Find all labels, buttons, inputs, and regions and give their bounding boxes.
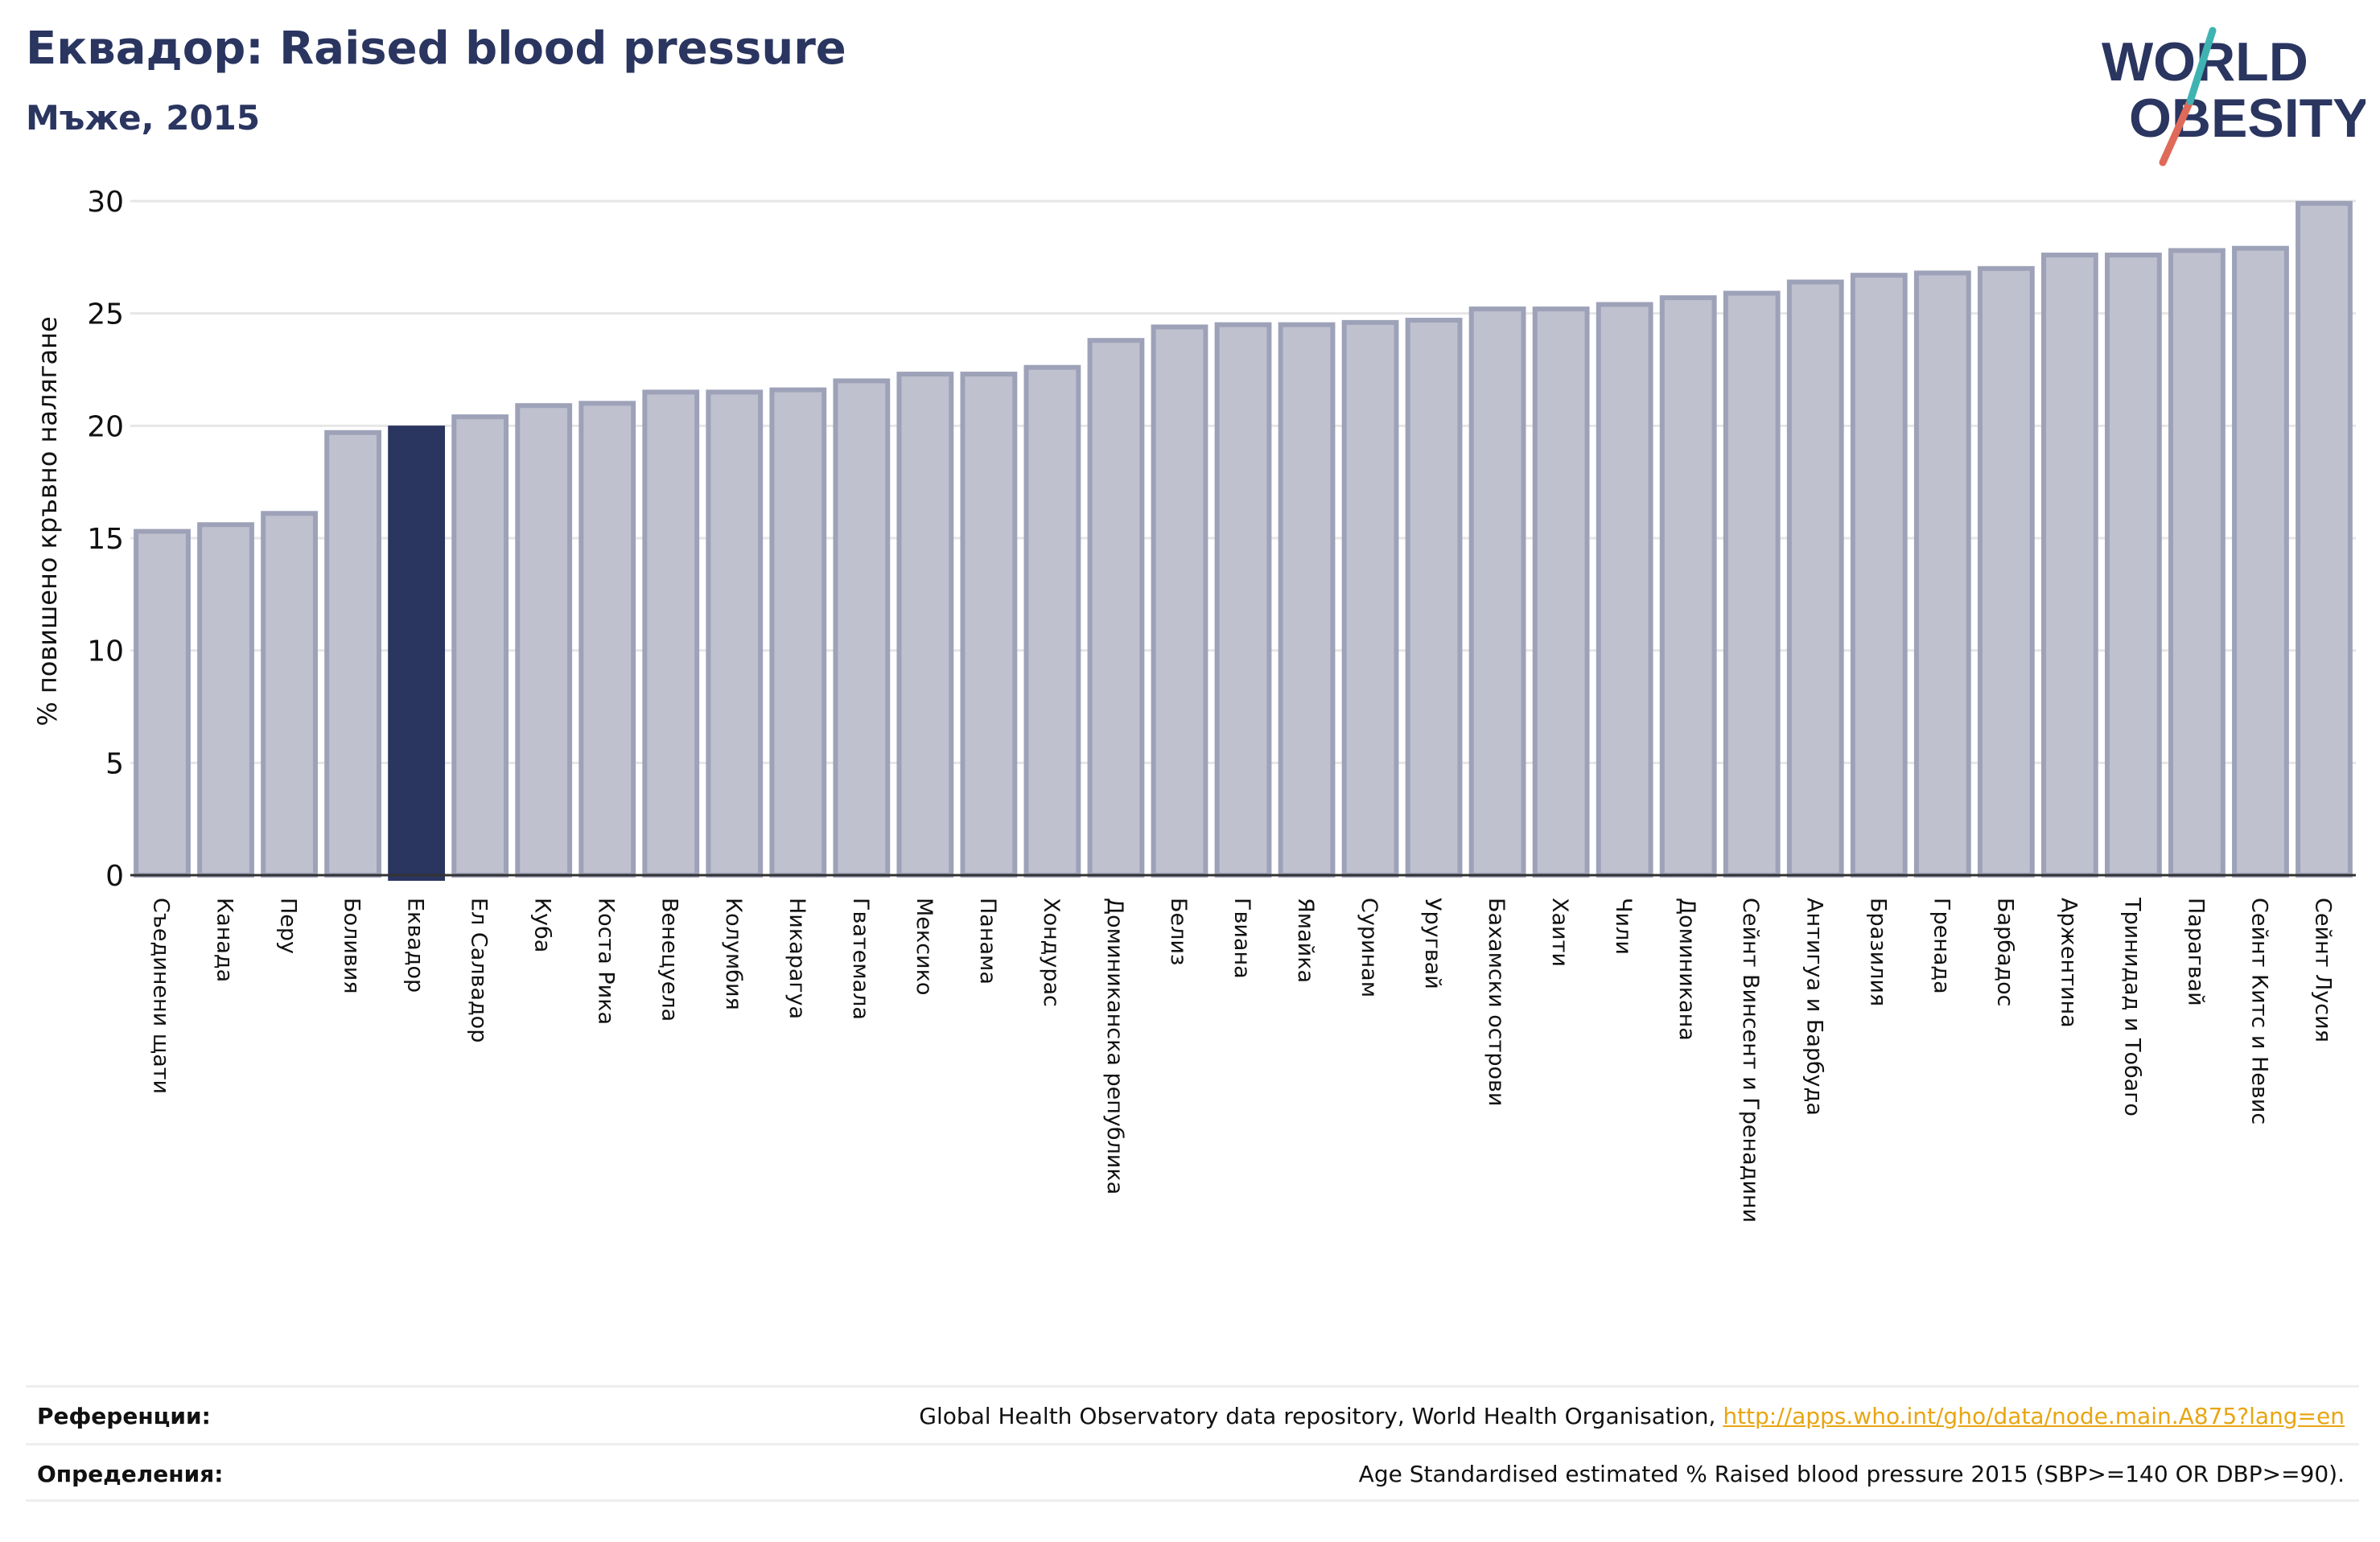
bar — [261, 511, 318, 878]
bar — [1913, 270, 1971, 878]
y-tick-label: 25 — [87, 298, 124, 331]
y-tick-label: 15 — [87, 523, 124, 556]
y-tick-label: 30 — [87, 186, 124, 219]
y-axis-label: % повишено кръвно налягане — [32, 316, 63, 726]
references-label: Референции: — [37, 1402, 211, 1429]
x-category-label: Колумбия — [721, 898, 746, 1010]
y-tick-label: 20 — [87, 410, 124, 443]
logo-slash-lower — [2159, 97, 2194, 167]
footer-divider — [26, 1499, 2359, 1502]
references-value: Global Health Observatory data repositor… — [919, 1403, 2359, 1429]
x-category-label: Бразилия — [1865, 898, 1890, 1006]
y-tick-label: 0 — [105, 860, 124, 893]
definitions-text: Age Standardised estimated % Raised bloo… — [1358, 1460, 2345, 1487]
bar — [1341, 319, 1399, 878]
x-category-label: Чили — [1611, 898, 1636, 955]
x-category-label: Тринидад и Тобаго — [2119, 897, 2144, 1116]
x-category-label: Куба — [530, 898, 555, 952]
world-obesity-logo: WORLD OBESITY — [2102, 27, 2366, 167]
x-category-label: Ел Салвадор — [467, 898, 492, 1042]
bar — [769, 387, 827, 878]
x-category-label: Сейнт Винсент и Гренадини — [1738, 898, 1763, 1223]
x-category-label: Сейнт Китс и Невис — [2246, 898, 2271, 1125]
chart-subtitle: Мъже, 2015 — [26, 98, 261, 138]
bar — [1278, 322, 1336, 878]
bar — [2232, 245, 2289, 878]
chart-title: Еквадор: Raised blood pressure — [26, 23, 846, 75]
bar — [1468, 306, 1526, 878]
logo-line2: OBESITY — [2129, 88, 2366, 149]
bar — [388, 426, 446, 881]
bar — [706, 389, 764, 878]
x-category-label: Доминикана — [1674, 898, 1699, 1041]
bar — [833, 378, 891, 878]
x-category-label: Венецуела — [657, 898, 682, 1022]
references-link[interactable]: http://apps.who.int/gho/data/node.main.A… — [1723, 1402, 2345, 1429]
logo-slash-upper — [2186, 27, 2217, 105]
bar — [1023, 364, 1081, 878]
x-category-label: Аржентина — [2056, 898, 2081, 1028]
bar — [134, 528, 191, 878]
x-category-label: Доминиканска република — [1102, 898, 1127, 1195]
x-category-label: Мексико — [912, 898, 937, 995]
x-category-label: Белиз — [1166, 898, 1191, 965]
bar — [197, 522, 254, 878]
x-category-label: Еквадор — [403, 898, 428, 993]
bar — [451, 414, 509, 878]
x-category-label: Уругвай — [1420, 898, 1445, 989]
bar — [1151, 324, 1209, 878]
x-category-label: Боливия — [340, 898, 364, 994]
x-category-label: Гренада — [1929, 898, 1954, 994]
bar — [2104, 253, 2162, 878]
references-row: Референции: Global Health Observatory da… — [26, 1385, 2359, 1444]
x-category-label: Хаити — [1547, 898, 1572, 967]
category-labels: Съединени щати Канада Перу Боливия Еквадор Ел… — [149, 897, 2336, 1223]
bar — [579, 401, 636, 878]
x-category-label: Хондурас — [1039, 898, 1064, 1007]
bar — [642, 389, 700, 878]
bar — [2296, 200, 2353, 878]
y-tick-label: 5 — [105, 747, 124, 780]
bar-chart: 0 5 10 15 20 25 30 Съединени щати Канада Перу Бол… — [32, 186, 2356, 1223]
bar — [324, 430, 382, 878]
bar — [1977, 265, 2035, 878]
x-category-label: Канада — [212, 898, 237, 982]
bar — [1405, 318, 1463, 878]
x-category-label: Перу — [276, 898, 301, 954]
bar — [960, 372, 1018, 878]
x-category-label: Антигуа и Барбуда — [1801, 898, 1826, 1116]
bar — [896, 372, 954, 878]
x-category-label: Съединени щати — [149, 898, 174, 1094]
bar — [1850, 273, 1908, 878]
bar — [1214, 322, 1272, 878]
definitions-row: Определения: Age Standardised estimated … — [26, 1443, 2359, 1502]
bar — [1723, 290, 1781, 878]
x-category-label: Барбадос — [1992, 898, 2017, 1006]
x-category-label: Сейнт Лусия — [2310, 898, 2335, 1042]
bar — [1596, 302, 1653, 878]
bar — [1532, 306, 1590, 878]
x-category-label: Гватемала — [848, 898, 873, 1020]
y-tick-label: 10 — [87, 635, 124, 668]
bar — [2040, 253, 2098, 878]
bar — [1659, 295, 1717, 878]
x-category-label: Панама — [975, 898, 1000, 985]
x-category-label: Коста Рика — [594, 898, 619, 1025]
bar — [1087, 338, 1145, 878]
x-category-label: Суринам — [1357, 898, 1381, 997]
x-category-label: Бахамски острови — [1484, 898, 1509, 1106]
bars — [134, 200, 2353, 881]
x-category-label: Гвиана — [1229, 898, 1254, 979]
bar — [515, 403, 573, 878]
bar — [1786, 279, 1844, 878]
axes: 0 5 10 15 20 25 30 — [87, 186, 2356, 893]
definitions-label: Определения: — [37, 1460, 224, 1487]
x-category-label: Ямайка — [1293, 898, 1318, 983]
x-category-label: Никарагуа — [784, 898, 809, 1019]
x-category-label: Парагвай — [2183, 898, 2208, 1006]
bar — [2168, 248, 2226, 878]
references-text: Global Health Observatory data repositor… — [919, 1402, 1716, 1429]
